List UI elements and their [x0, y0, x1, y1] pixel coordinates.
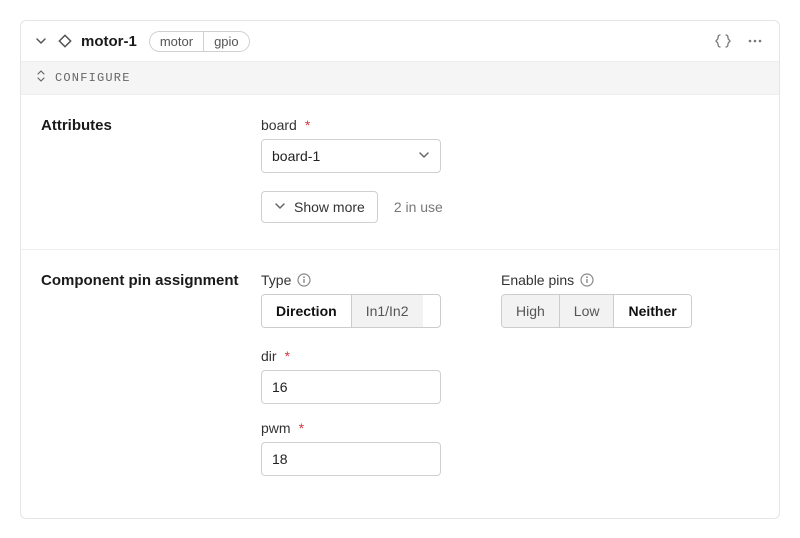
card-header: motor-1 motor gpio [21, 21, 779, 61]
type-segmented: Direction In1/In2 [261, 294, 441, 328]
component-name: motor-1 [81, 33, 137, 50]
type-option-in1in2[interactable]: In1/In2 [352, 295, 423, 327]
show-more-label: Show more [294, 199, 365, 215]
enable-pins-label: Enable pins [501, 272, 692, 288]
show-more-button[interactable]: Show more [261, 191, 378, 223]
pin-assignment-section: Component pin assignment Type Direction … [21, 250, 779, 518]
enable-pins-segmented: High Low Neither [501, 294, 692, 328]
board-select[interactable]: board-1 [261, 139, 441, 173]
configure-bar[interactable]: CONFIGURE [21, 61, 779, 95]
enable-option-low[interactable]: Low [560, 295, 615, 327]
type-option-direction[interactable]: Direction [262, 295, 352, 327]
chevron-down-icon [418, 148, 430, 164]
configure-label: CONFIGURE [55, 71, 131, 85]
tag-type[interactable]: motor [149, 31, 203, 52]
enable-option-neither[interactable]: Neither [614, 295, 690, 327]
more-menu-icon[interactable] [743, 29, 767, 53]
collapse-arrows-icon [35, 70, 47, 86]
tag-group: motor gpio [149, 31, 250, 52]
type-label: Type [261, 272, 441, 288]
enable-option-high[interactable]: High [502, 295, 560, 327]
collapse-icon[interactable] [33, 33, 49, 49]
attributes-title: Attributes [41, 117, 261, 223]
component-card: motor-1 motor gpio CONFIGURE Attributes … [20, 20, 780, 519]
tag-model[interactable]: gpio [203, 31, 250, 52]
pwm-label: pwm* [261, 420, 441, 436]
attributes-section: Attributes board* board-1 [21, 95, 779, 250]
board-label: board* [261, 117, 443, 133]
dir-input[interactable] [261, 370, 441, 404]
json-braces-icon[interactable] [711, 29, 735, 53]
dir-label: dir* [261, 348, 441, 364]
info-icon[interactable] [580, 273, 594, 287]
info-icon[interactable] [297, 273, 311, 287]
board-selected-value: board-1 [272, 148, 320, 164]
required-asterisk: * [305, 117, 310, 133]
in-use-count: 2 in use [394, 199, 443, 215]
chevron-down-icon [274, 199, 286, 215]
required-asterisk: * [299, 420, 304, 436]
component-icon [57, 33, 73, 49]
pwm-input[interactable] [261, 442, 441, 476]
pin-assignment-title: Component pin assignment [41, 272, 261, 492]
required-asterisk: * [285, 348, 290, 364]
